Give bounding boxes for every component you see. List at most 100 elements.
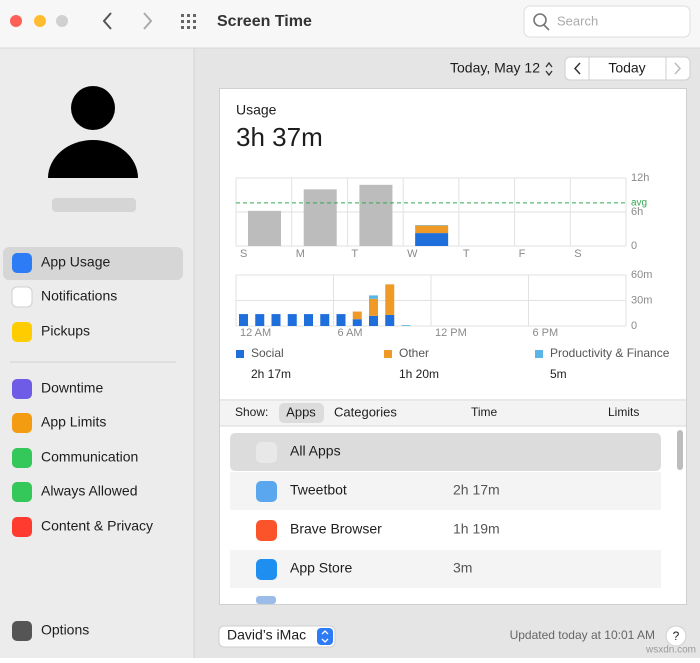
average-label: avg (631, 198, 647, 209)
apps-tab[interactable]: Apps (286, 404, 316, 419)
app-name[interactable]: App Store (290, 560, 352, 576)
bar (369, 316, 378, 326)
bar (369, 299, 378, 316)
sidebar-icon (12, 517, 32, 537)
bar (337, 314, 346, 326)
app-icon (256, 559, 277, 580)
y-tick-label: 30m (631, 294, 652, 306)
updated-label: Updated today at 10:01 AM (510, 628, 655, 642)
sidebar-icon (12, 253, 32, 273)
legend-swatch (535, 350, 543, 358)
bar (239, 314, 248, 326)
bar (304, 314, 313, 326)
app-icon (256, 520, 277, 541)
sidebar-item[interactable]: Downtime (41, 380, 103, 396)
sidebar-item[interactable]: Options (41, 622, 89, 638)
app-name[interactable]: All Apps (290, 443, 341, 459)
app-time: 1h 19m (453, 521, 500, 537)
grid-button[interactable] (181, 14, 196, 29)
today-button[interactable]: Today (608, 60, 645, 76)
legend-swatch (236, 350, 244, 358)
categories-tab[interactable]: Categories (334, 404, 397, 419)
app-icon (256, 481, 277, 502)
limits-column[interactable]: Limits (608, 405, 639, 419)
app-time: 2h 17m (453, 482, 500, 498)
x-tick-label: T (463, 248, 470, 260)
search-field[interactable] (524, 6, 690, 37)
bar (385, 284, 394, 315)
x-tick-label: T (351, 248, 358, 260)
sidebar-item[interactable]: Notifications (41, 288, 117, 304)
scrollbar[interactable] (677, 430, 683, 470)
bar (320, 314, 329, 326)
app-name[interactable]: Brave Browser (290, 521, 382, 537)
window-title: Screen Time (217, 13, 312, 30)
x-tick-label: 12 AM (240, 327, 271, 339)
bar (415, 226, 448, 234)
y-tick-label: 60m (631, 269, 652, 281)
bar (353, 312, 362, 320)
legend-total: 5m (550, 367, 567, 381)
legend-label: Social (251, 346, 284, 360)
x-tick-label: S (574, 248, 581, 260)
minimize-button[interactable] (34, 15, 46, 27)
usage-total: 3h 37m (236, 122, 323, 152)
sidebar-item[interactable]: App Limits (41, 414, 106, 430)
sidebar-icon (12, 621, 32, 641)
legend-total: 1h 20m (399, 367, 439, 381)
x-tick-label: S (240, 248, 247, 260)
y-tick-label: 0 (631, 320, 637, 332)
app-icon (256, 442, 277, 463)
help-label[interactable]: ? (673, 629, 680, 643)
y-tick-label: 0 (631, 240, 637, 252)
bar (369, 295, 378, 298)
x-tick-label: M (296, 248, 305, 260)
usage-label: Usage (236, 102, 277, 118)
bar (359, 185, 392, 246)
bar (272, 314, 281, 326)
date-label[interactable]: Today, May 12 (450, 60, 540, 76)
x-tick-label: F (519, 248, 526, 260)
partial-row-icon (256, 596, 276, 604)
sidebar-icon (12, 322, 32, 342)
y-tick-label: 12h (631, 172, 649, 184)
x-tick-label: 12 PM (435, 327, 467, 339)
legend-label: Other (399, 346, 429, 360)
show-label: Show: (235, 405, 268, 419)
time-column[interactable]: Time (471, 405, 498, 419)
legend-swatch (384, 350, 392, 358)
x-tick-label: 6 PM (533, 327, 559, 339)
sidebar-item[interactable]: Always Allowed (41, 483, 138, 499)
bar (248, 211, 281, 246)
bar (255, 314, 264, 326)
legend-label: Productivity & Finance (550, 346, 670, 360)
app-name[interactable]: Tweetbot (290, 482, 347, 498)
sidebar-item[interactable]: Content & Privacy (41, 518, 153, 534)
app-time: 3m (453, 560, 472, 576)
search-placeholder: Search (557, 13, 598, 28)
blurred-user-name (52, 198, 136, 212)
x-tick-label: 6 AM (338, 327, 363, 339)
sidebar-item[interactable]: App Usage (41, 254, 110, 270)
bar (415, 233, 448, 246)
avatar-head (71, 86, 115, 130)
sidebar-icon (12, 482, 32, 502)
device-name[interactable]: David’s iMac (227, 627, 306, 643)
bar (402, 325, 411, 326)
bar (304, 189, 337, 246)
legend-total: 2h 17m (251, 367, 291, 381)
partial-row (230, 589, 661, 603)
sidebar-icon (12, 413, 32, 433)
sidebar-icon (12, 379, 32, 399)
sidebar-icon (12, 287, 32, 307)
bar (288, 314, 297, 326)
bar (353, 319, 362, 326)
sidebar-item[interactable]: Communication (41, 449, 138, 465)
bar (385, 315, 394, 326)
x-tick-label: W (407, 248, 418, 260)
sidebar-item[interactable]: Pickups (41, 323, 90, 339)
close-button[interactable] (10, 15, 22, 27)
zoom-button[interactable] (56, 15, 68, 27)
